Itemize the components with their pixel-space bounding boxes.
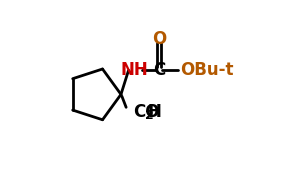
Text: OBu-t: OBu-t	[180, 61, 234, 79]
Text: H: H	[148, 103, 162, 121]
Text: CO: CO	[133, 103, 160, 121]
Text: NH: NH	[121, 61, 148, 79]
Text: C: C	[153, 61, 165, 79]
Text: 2: 2	[145, 109, 154, 122]
Text: O: O	[152, 30, 166, 48]
